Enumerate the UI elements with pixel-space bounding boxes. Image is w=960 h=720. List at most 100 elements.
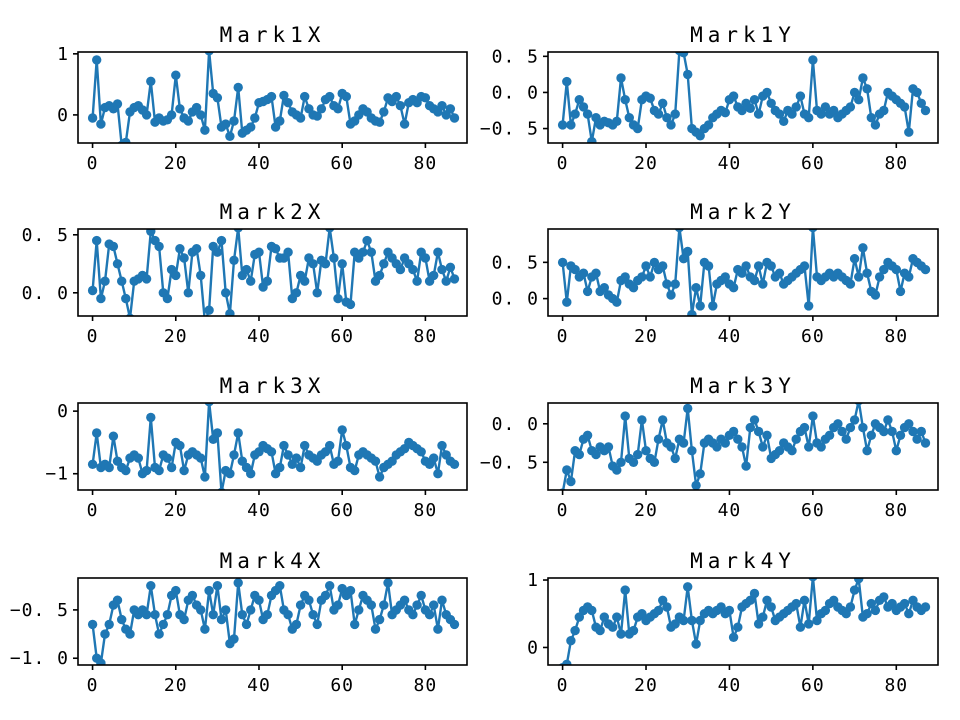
series-marker: [670, 109, 680, 119]
series-marker: [762, 595, 772, 605]
series-marker: [204, 305, 214, 315]
data-series: [87, 229, 460, 326]
series-marker: [374, 472, 385, 482]
series-marker: [212, 93, 223, 103]
series-marker: [774, 268, 785, 278]
y-tick-label: 0. 0: [492, 289, 539, 310]
x-tick-label: 60: [801, 326, 825, 347]
series-marker: [433, 469, 443, 479]
series-marker: [745, 422, 755, 433]
series-marker: [841, 434, 851, 444]
series-marker: [449, 113, 460, 123]
series-marker: [333, 456, 343, 466]
series-marker: [653, 434, 664, 444]
series-marker: [179, 614, 189, 625]
series-marker: [187, 590, 198, 601]
series-marker: [566, 636, 576, 646]
series-marker: [591, 113, 601, 123]
series-marker: [716, 602, 726, 612]
series-marker: [96, 658, 106, 665]
series-marker: [408, 264, 418, 275]
series-marker: [266, 447, 277, 457]
series-marker: [229, 634, 239, 644]
series-marker: [854, 578, 864, 584]
y-tick-label: 0: [57, 401, 69, 422]
y-tick-label: −1: [45, 464, 69, 485]
series-marker: [158, 619, 168, 630]
series-marker: [212, 581, 223, 591]
series-marker: [637, 415, 647, 425]
series-marker: [225, 131, 235, 141]
series-marker: [171, 585, 181, 596]
x-tick-label: 40: [718, 153, 742, 174]
series-marker: [920, 438, 931, 448]
series-marker: [92, 428, 102, 438]
series-marker: [703, 261, 714, 271]
series-marker: [358, 247, 368, 257]
series-marker: [233, 229, 243, 233]
x-tick-label: 80: [884, 326, 908, 347]
series-marker: [204, 403, 214, 407]
series-marker: [712, 442, 722, 452]
series-marker: [566, 120, 576, 130]
series-marker: [787, 446, 797, 456]
series-marker: [666, 290, 676, 300]
subplot-mark4x: Mark4X 0 20 40 60 80 −0. 5 −1. 0: [10, 549, 468, 696]
series-marker: [870, 120, 881, 130]
x-tick-label: 0: [557, 675, 569, 696]
y-tick-label: 1: [57, 44, 69, 65]
y-tick-label: 0. 0: [22, 283, 69, 304]
x-tick-label: 80: [414, 500, 438, 521]
series-marker: [816, 442, 826, 452]
series-marker: [645, 272, 655, 282]
series-marker: [691, 480, 701, 490]
series-marker: [845, 602, 856, 612]
series-marker: [171, 70, 181, 80]
x-tick-label: 40: [247, 675, 271, 696]
series-marker: [753, 619, 764, 629]
series-marker: [121, 137, 131, 143]
series-marker: [200, 624, 210, 634]
series-marker: [312, 619, 322, 630]
series-marker: [720, 272, 730, 282]
series-marker: [291, 619, 302, 630]
series-marker: [695, 615, 705, 626]
series-marker: [766, 98, 776, 109]
series-marker: [191, 244, 202, 254]
series-marker: [229, 255, 239, 265]
series-marker: [753, 426, 764, 437]
series-marker: [804, 113, 814, 123]
series-marker: [628, 283, 639, 293]
series-marker: [728, 632, 739, 642]
series-marker: [862, 609, 872, 619]
series-marker: [183, 288, 193, 298]
axes-frame: [77, 577, 468, 666]
series-marker: [283, 610, 293, 620]
series-marker: [225, 469, 235, 479]
series-marker: [653, 109, 664, 119]
x-tick-label: 60: [330, 675, 354, 696]
series-marker: [295, 462, 306, 473]
series-marker: [279, 440, 289, 451]
series-marker: [337, 425, 347, 435]
series-marker: [429, 270, 439, 281]
data-series: [557, 52, 931, 143]
series-marker: [275, 581, 285, 591]
series-marker: [678, 254, 689, 264]
series-marker: [662, 602, 672, 612]
series-marker: [666, 120, 676, 130]
series-marker: [603, 442, 614, 452]
series-marker: [758, 279, 768, 289]
series-marker: [683, 69, 693, 80]
series-marker: [824, 430, 835, 440]
x-tick-label: 0: [557, 153, 569, 174]
series-marker: [766, 602, 776, 612]
series-marker: [741, 261, 751, 271]
series-marker: [845, 279, 856, 289]
series-marker: [749, 588, 760, 599]
series-marker: [87, 113, 98, 123]
series-marker: [804, 301, 814, 311]
series-marker: [196, 605, 206, 615]
series-marker: [196, 270, 206, 281]
series-marker: [200, 317, 209, 326]
